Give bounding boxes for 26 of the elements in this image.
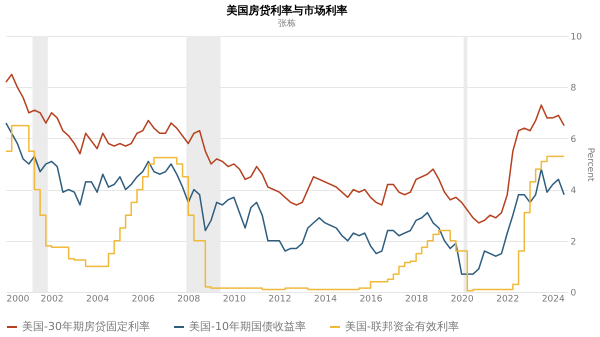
legend-label: 美国-10年期国债收益率 [189,320,306,333]
x-tick-label: 2018 [405,294,428,304]
x-tick-label: 2010 [222,294,246,304]
x-tick-label: 2002 [40,294,64,304]
x-tick-label: 2014 [314,294,338,304]
x-tick-label: 2022 [496,294,520,304]
y-tick-label: 10 [570,32,582,42]
y-tick-label: 0 [570,288,576,298]
x-tick-label: 2004 [86,294,110,304]
x-tick-label: 2006 [132,294,155,304]
legend-label: 美国-30年期房贷固定利率 [22,320,150,333]
chart-title: 美国房贷利率与市场利率 [226,4,348,17]
y-tick-label: 4 [570,186,576,196]
y-tick-label: 2 [570,237,576,248]
y-tick-label: 8 [570,84,576,94]
x-tick-label: 2012 [268,294,292,304]
legend-label: 美国-联邦资金有效利率 [345,320,459,333]
x-tick-label: 2016 [360,294,383,304]
x-tick-label: 2000 [6,294,30,304]
line-series [5,74,565,224]
y-axis-title: Percent [584,148,595,182]
chart-subtitle: 张栋 [278,18,296,29]
x-tick-label: 2008 [177,294,200,304]
x-tick-label: 2020 [450,294,474,304]
y-tick-label: 6 [570,134,576,145]
x-tick-label: 2024 [542,294,566,304]
